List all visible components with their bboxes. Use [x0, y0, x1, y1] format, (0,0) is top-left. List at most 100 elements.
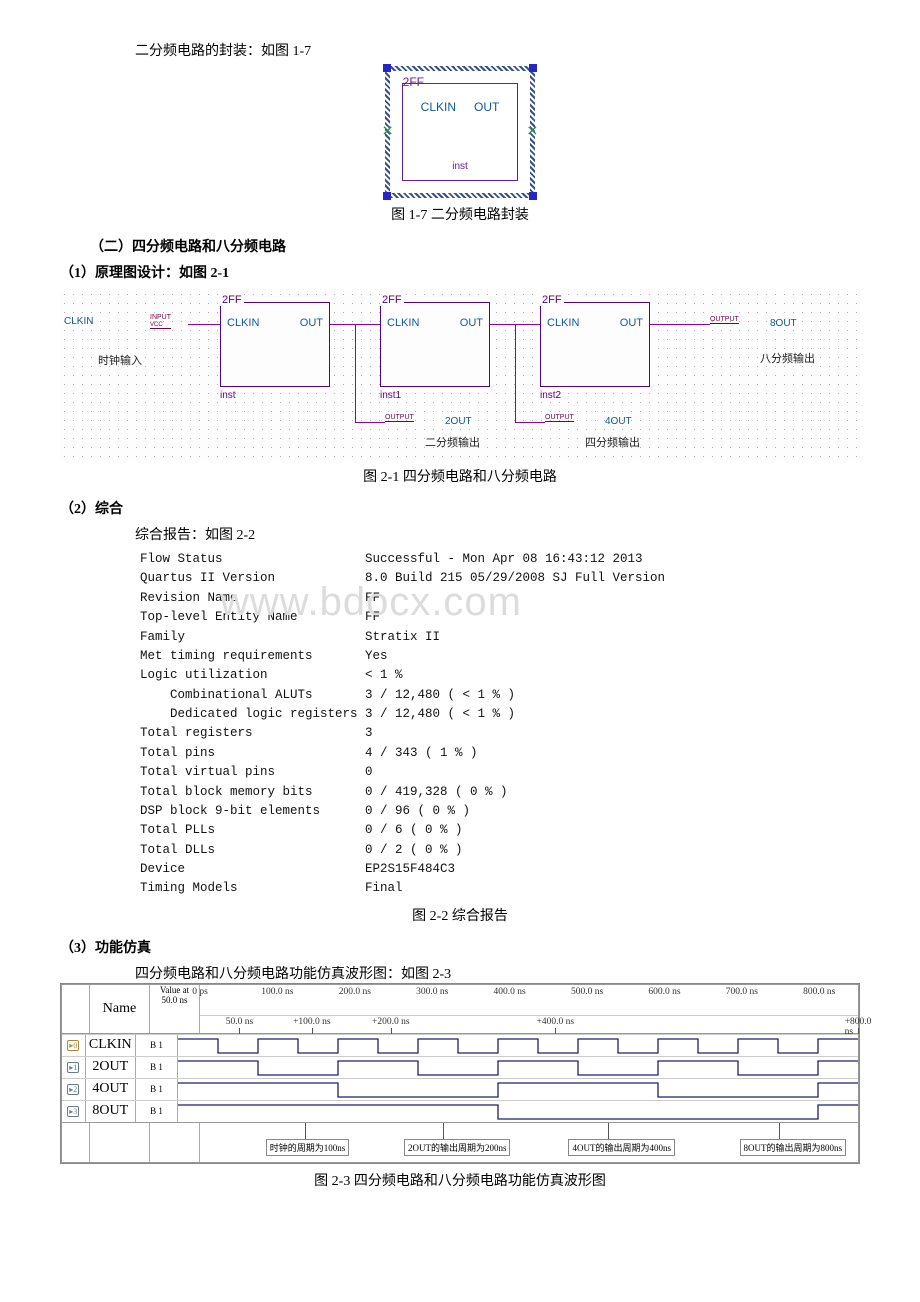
time-tick: 600.0 ns — [648, 987, 680, 997]
output-4OUT: 4OUT — [605, 416, 632, 427]
time-subtick: +200.0 ns — [372, 1017, 410, 1027]
report-value: 4 / 343 ( 1 % ) — [365, 744, 478, 763]
time-tick: 500.0 ns — [571, 987, 603, 997]
report-key: Met timing requirements — [140, 647, 365, 666]
report-value: 0 / 2 ( 0 % ) — [365, 841, 463, 860]
output-pin-symbol: OUTPUT — [545, 414, 574, 422]
anno-leader — [779, 1123, 780, 1139]
report-row: DeviceEP2S15F484C3 — [140, 860, 780, 879]
block-2ff: 2FF CLKIN OUT inst — [402, 83, 519, 181]
block-2ff-outer: ✕ ✕ 2FF CLKIN OUT inst — [385, 66, 536, 198]
pin-in: CLKIN — [387, 317, 419, 329]
signal-name: CLKIN — [86, 1035, 136, 1056]
text-encapsulation: 二分频电路的封装：如图 1-7 — [135, 40, 860, 60]
wave-annotation: 时钟的周期为100ns — [266, 1139, 350, 1156]
report-key: Logic utilization — [140, 666, 365, 685]
signal-idx: ▸2 — [62, 1079, 86, 1100]
report-value: Yes — [365, 647, 388, 666]
signal-row: ▸3 8OUT B 1 — [62, 1100, 858, 1122]
report-value: 8.0 Build 215 05/29/2008 SJ Full Version — [365, 569, 665, 588]
report-row: Total virtual pins0 — [140, 763, 780, 782]
report-row: Top-level Entity NameFF — [140, 608, 780, 627]
wire — [515, 422, 545, 423]
report-value: 3 / 12,480 ( < 1 % ) — [365, 686, 515, 705]
report-row: Dedicated logic registers3 / 12,480 ( < … — [140, 705, 780, 724]
heading-2-2: （2）综合 — [60, 498, 860, 518]
inst-label: inst2 — [540, 390, 561, 401]
time-tick: 400.0 ns — [494, 987, 526, 997]
caption-1-7: 图 1-7 二分频电路封装 — [60, 204, 860, 224]
report-row: FamilyStratix II — [140, 628, 780, 647]
wave-svg — [178, 1057, 858, 1079]
input-cn: 时钟输入 — [98, 352, 142, 368]
report-value: < 1 % — [365, 666, 403, 685]
subtick-marker — [555, 1028, 556, 1034]
anno-leader — [305, 1123, 306, 1139]
caption-2-3: 图 2-3 四分频电路和八分频电路功能仿真波形图 — [60, 1170, 860, 1190]
report-row: DSP block 9-bit elements0 / 96 ( 0 % ) — [140, 802, 780, 821]
time-subtick: +800.0 ns — [845, 1017, 872, 1037]
figure-1-7: ✕ ✕ 2FF CLKIN OUT inst — [60, 66, 860, 198]
subtick-marker — [391, 1028, 392, 1034]
report-key: Family — [140, 628, 365, 647]
report-value: 0 / 419,328 ( 0 % ) — [365, 783, 508, 802]
text-report: 综合报告：如图 2-2 — [135, 524, 860, 544]
report-value: FF — [365, 589, 380, 608]
wire — [650, 324, 710, 325]
subtick-marker — [858, 1028, 859, 1034]
time-subtick: 50.0 ns — [226, 1017, 253, 1027]
inst-label: inst1 — [380, 390, 401, 401]
report-key: Total PLLs — [140, 821, 365, 840]
heading-2-1: （1）原理图设计：如图 2-1 — [60, 262, 860, 282]
signal-name: 8OUT — [86, 1101, 136, 1122]
block-title: 2FF — [540, 294, 564, 306]
block-title: 2FF — [220, 294, 244, 306]
output-8out-cn: 八分频输出 — [760, 350, 815, 366]
report-value: EP2S15F484C3 — [365, 860, 455, 879]
x-icon: ✕ — [526, 124, 538, 141]
waveform-2-3: NameValue at50.0 ns0 ps100.0 ns200.0 ns3… — [60, 983, 860, 1164]
heading-section-2: （二）四分频电路和八分频电路 — [90, 236, 860, 256]
report-value: 0 — [365, 763, 373, 782]
input-icon: ▸0 — [67, 1040, 79, 1051]
caption-2-1: 图 2-1 四分频电路和八分频电路 — [60, 466, 860, 486]
signal-row: ▸0 CLKIN B 1 — [62, 1034, 858, 1056]
schematic-block: 2FF CLKINOUT inst1 — [380, 302, 490, 387]
wave-svg — [178, 1035, 858, 1057]
report-key: Dedicated logic registers — [140, 705, 365, 724]
wire — [355, 422, 385, 423]
output-2OUT-cn: 二分频输出 — [425, 434, 480, 450]
wave-annotation: 2OUT的输出周期为200ns — [404, 1139, 511, 1156]
pin-out: OUT — [620, 317, 643, 329]
report-value: 0 / 6 ( 0 % ) — [365, 821, 463, 840]
signal-value: B 1 — [136, 1035, 178, 1056]
output-pin-symbol: OUTPUT — [710, 316, 739, 324]
time-tick: 300.0 ns — [416, 987, 448, 997]
wave-svg — [178, 1079, 858, 1101]
report-row: Total registers3 — [140, 724, 780, 743]
signal-name: 2OUT — [86, 1057, 136, 1078]
report-row: Met timing requirementsYes — [140, 647, 780, 666]
wave-annotation: 4OUT的输出周期为400ns — [568, 1139, 675, 1156]
waveform-header: NameValue at50.0 ns0 ps100.0 ns200.0 ns3… — [61, 984, 859, 1034]
report-key: Total virtual pins — [140, 763, 365, 782]
report-key: Total DLLs — [140, 841, 365, 860]
col-name: Name — [90, 985, 150, 1033]
block-title: 2FF — [403, 75, 424, 89]
wire — [188, 324, 220, 325]
input-pin-symbol: INPUTVCC — [150, 314, 171, 329]
signal-value: B 1 — [136, 1057, 178, 1078]
report-row: Logic utilization< 1 % — [140, 666, 780, 685]
time-tick: 100.0 ns — [261, 987, 293, 997]
signal-row: ▸2 4OUT B 1 — [62, 1078, 858, 1100]
report-key: Revision Name — [140, 589, 365, 608]
wire — [515, 324, 516, 422]
report-key: Quartus II Version — [140, 569, 365, 588]
report-row: Total DLLs0 / 2 ( 0 % ) — [140, 841, 780, 860]
pin-out: OUT — [474, 100, 499, 114]
report-value: 3 — [365, 724, 373, 743]
output-icon: ▸2 — [67, 1084, 79, 1095]
report-value: Final — [365, 879, 403, 898]
x-icon: ✕ — [382, 124, 394, 141]
report-key: Combinational ALUTs — [140, 686, 365, 705]
